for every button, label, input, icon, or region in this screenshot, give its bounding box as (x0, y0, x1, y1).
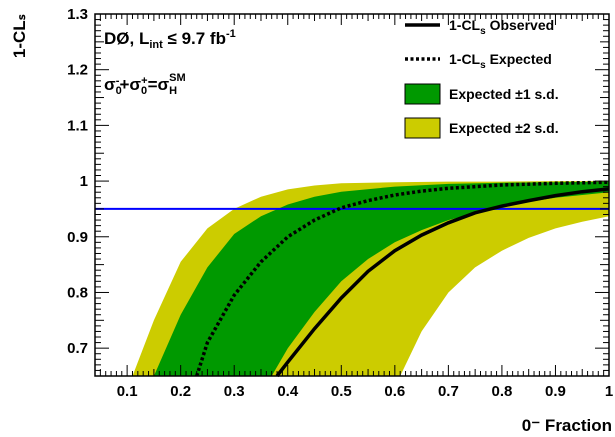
x-tick-label: 0.9 (545, 383, 566, 400)
legend-entry: 1-CLs Expected (405, 51, 552, 71)
x-axis-title: 0⁻ Fraction (522, 416, 612, 435)
series-lines (195, 180, 610, 378)
tick-labels: 0.1 0.2 0.3 0.4 0.5 0.6 0.7 0.8 0.9 1 0.7 0.8 0.9 1 1.… (67, 6, 613, 400)
legend: 1-CLs Observed 1-CLs Expected Expected ±1 … (404, 17, 559, 139)
x-tick-label: 0.2 (170, 383, 191, 400)
y-tick-label: 1 (80, 173, 88, 190)
experiment-label: DØ, Lint ≤ 9.7 fb-1 (104, 28, 236, 51)
axis-ticks (95, 13, 610, 377)
legend-swatch (404, 83, 441, 105)
y-tick-label: 1.1 (67, 117, 88, 134)
x-tick-label: 0.4 (277, 383, 299, 400)
legend-label: Expected ±1 s.d. (449, 86, 559, 102)
cross-section-label: σ0-+σ0+=σHSM (104, 72, 186, 97)
expected-line (195, 180, 610, 377)
y-tick-label: 1.2 (67, 62, 88, 79)
y-tick-label: 0.8 (67, 284, 88, 301)
y-tick-label: 0.9 (67, 229, 88, 246)
legend-label: 1-CLs Observed (449, 17, 554, 37)
legend-swatch (404, 117, 441, 139)
observed-line (275, 187, 610, 378)
x-tick-label: 0.3 (224, 383, 245, 400)
x-tick-label: 0.5 (331, 383, 352, 400)
legend-label: Expected ±2 s.d. (449, 120, 559, 136)
legend-entry: Expected ±2 s.d. (404, 117, 559, 139)
y-axis-title: 1-CLₛ (10, 14, 29, 58)
x-tick-label: 0.1 (117, 383, 138, 400)
y-tick-label: 0.7 (67, 340, 88, 357)
uncertainty-bands (132, 181, 609, 376)
x-tick-label: 0.6 (384, 383, 405, 400)
legend-label: 1-CLs Expected (449, 51, 552, 71)
legend-entry: 1-CLs Observed (405, 17, 554, 37)
y-tick-label: 1.3 (67, 6, 88, 23)
legend-entry: Expected ±1 s.d. (404, 83, 559, 105)
one-sigma-band (153, 181, 609, 376)
x-tick-label: 0.8 (491, 383, 512, 400)
x-tick-label: 1 (605, 383, 613, 400)
x-tick-label: 0.7 (438, 383, 459, 400)
